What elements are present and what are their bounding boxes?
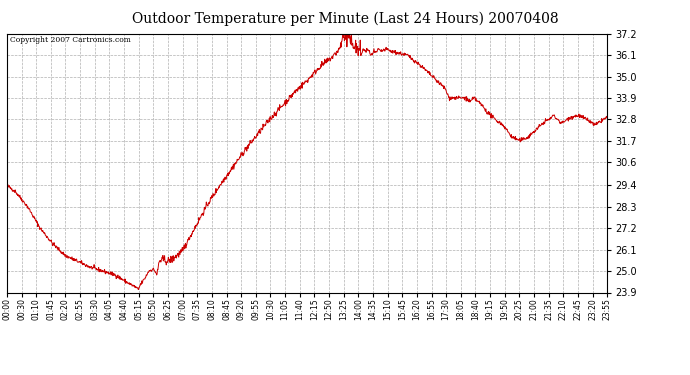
Text: Outdoor Temperature per Minute (Last 24 Hours) 20070408: Outdoor Temperature per Minute (Last 24 … [132, 11, 558, 26]
Text: Copyright 2007 Cartronics.com: Copyright 2007 Cartronics.com [10, 36, 131, 44]
